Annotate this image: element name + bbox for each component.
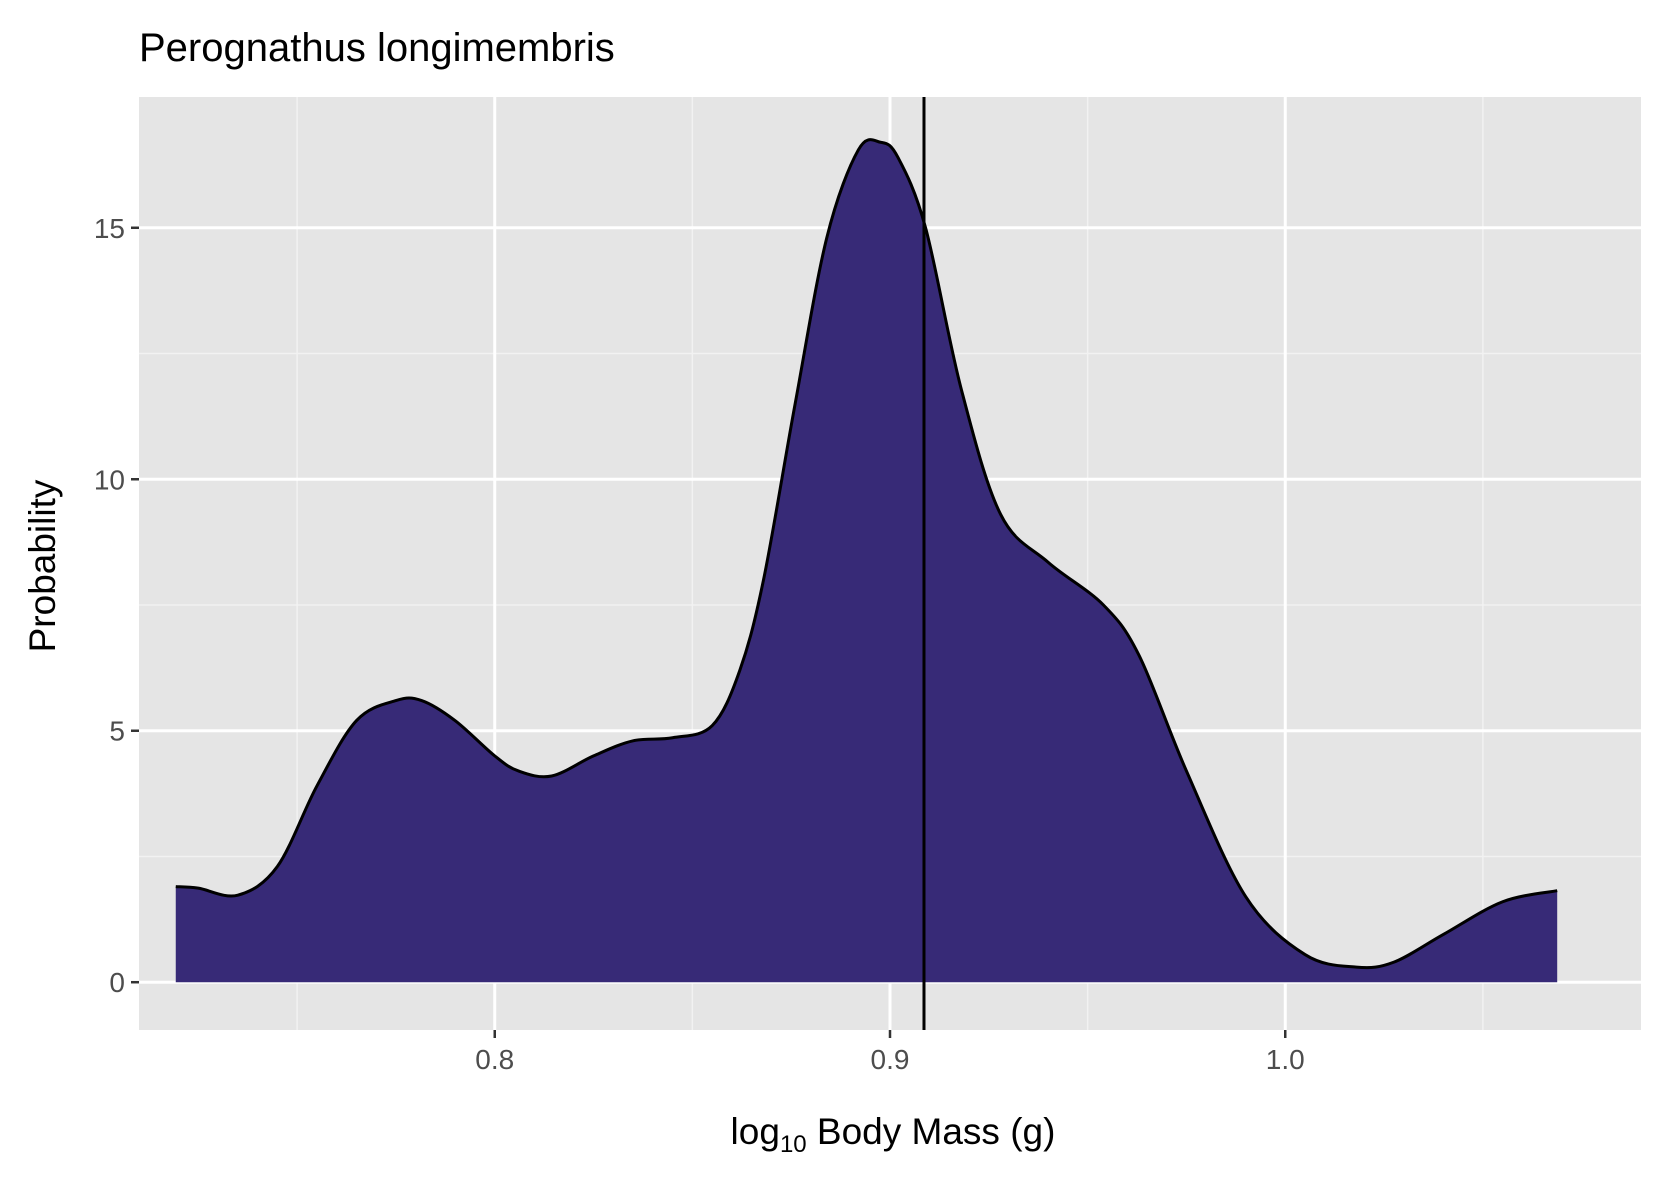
x-tick-label: 0.9: [871, 1044, 910, 1075]
density-curve: [175, 138, 1558, 970]
y-tick-label: 0: [109, 967, 125, 998]
y-tick-label: 10: [94, 464, 125, 495]
x-tick-label: 0.8: [475, 1044, 514, 1075]
x-tick-label: 1.0: [1266, 1044, 1305, 1075]
x-axis: 0.8 0.9 1.0: [475, 1030, 1305, 1075]
x-axis-title-subscript: 10: [780, 1131, 807, 1158]
x-axis-title: log10 Body Mass (g): [731, 1111, 1056, 1158]
chart-title: Perognathus longimembris: [139, 26, 615, 70]
y-axis: 0 5 10 15: [94, 213, 139, 998]
x-axis-title-prefix: log: [731, 1111, 780, 1152]
x-axis-title-suffix: Body Mass (g): [807, 1111, 1056, 1152]
y-tick-label: 5: [109, 716, 125, 747]
y-axis-title: Probability: [22, 479, 63, 652]
y-tick-label: 15: [94, 213, 125, 244]
density-area: [175, 139, 1558, 983]
